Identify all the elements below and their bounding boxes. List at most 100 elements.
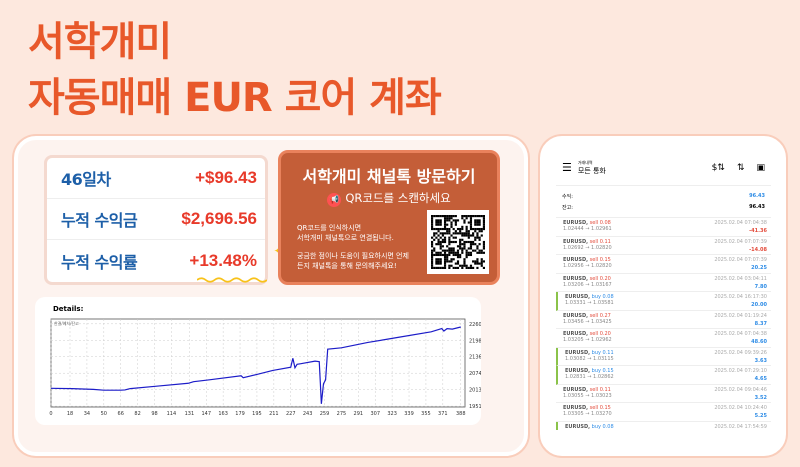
trade-symbol: EURUSD,	[565, 294, 591, 300]
x-tick-label: 0	[49, 411, 52, 417]
legend-label: 한결/예치/잔고	[54, 320, 79, 326]
menu-icon[interactable]: ☰	[562, 161, 572, 174]
sort-icon[interactable]: ⇅	[736, 162, 745, 173]
trade-profit: 48.60	[751, 339, 767, 345]
qr-heading: 서학개미 채널톡 방문하기	[302, 167, 476, 186]
trade-symbol: EURUSD,	[563, 312, 589, 319]
trade-row[interactable]: EURUSD, sell 0.15 1.02956 → 1.02820 2025…	[556, 255, 771, 274]
trade-profit: 3.52	[754, 394, 767, 401]
qr-text-2: 궁금한 점이나 도움이 필요하시면 언제 든지 채널톡을 통해 문의해주세요!	[297, 251, 409, 271]
trade-row[interactable]: EURUSD, buy 0.11 1.03082 → 1.03115 2025.…	[556, 347, 771, 366]
x-tick-label: 211	[269, 411, 279, 417]
x-tick-label: 82	[134, 411, 140, 417]
x-tick-label: 34	[84, 411, 90, 417]
trade-price: 1.02444 → 1.02961	[563, 226, 612, 232]
trade-time: 2025.02.04 01:19:24	[714, 312, 767, 319]
trade-price: 1.03082 → 1.03115	[565, 355, 614, 362]
title-line2: 자동매매 EUR 코어 계좌	[28, 75, 442, 121]
trade-row[interactable]: EURUSD, buy 0.08 1.03331 → 1.03581 2025.…	[556, 292, 771, 311]
stat-value: $2,696.56	[181, 209, 257, 228]
x-tick-label: 195	[252, 411, 262, 417]
summary: 수익: 96.43 잔고: 96.43	[556, 186, 771, 218]
text-line: 든지 채널톡을 통해 문의해주세요!	[297, 262, 397, 270]
wave-decoration	[197, 277, 267, 283]
trade-side: sell 0.11	[589, 238, 611, 245]
y-tick-label: 20130	[469, 388, 481, 394]
header-title: 모든 통화	[577, 166, 606, 175]
trade-row[interactable]: EURUSD, sell 0.20 1.03205 → 1.02962 2025…	[556, 329, 771, 348]
trade-price: 1.02692 → 1.02820	[563, 244, 612, 251]
trade-symbol: EURUSD,	[563, 238, 589, 245]
trade-profit: 8.37	[754, 320, 767, 327]
trade-price: 1.02831 → 1.02862	[565, 374, 614, 380]
trade-history-screen: ☰ 거래내역 모든 통화 $⇅ ⇅ ▣ 수익: 96.43 잔고: 96.43 EUR…	[556, 150, 771, 430]
equity-chart-card: Details: 0 18 34 50 66 82 98 114 131 147 163 179 195…	[35, 297, 481, 425]
x-tick-label: 371	[438, 411, 448, 417]
phone-header: ☰ 거래내역 모든 통화 $⇅ ⇅ ▣	[556, 150, 771, 186]
trade-row[interactable]: EURUSD, sell 0.15 1.03305 → 1.03270 2025…	[556, 403, 771, 422]
trade-side: sell 0.20	[589, 331, 611, 337]
x-tick-label: 307	[370, 411, 380, 417]
trade-side: buy 0.08	[591, 294, 614, 300]
trade-row[interactable]: EURUSD, sell 0.08 1.02444 → 1.02961 2025…	[556, 218, 771, 237]
trade-symbol: EURUSD,	[565, 423, 591, 430]
x-tick-label: 355	[421, 411, 431, 417]
trade-row[interactable]: EURUSD, sell 0.27 1.03456 → 1.03425 2025…	[556, 311, 771, 329]
x-tick-label: 98	[151, 411, 157, 417]
trade-time: 2025.02.04 03:04:11	[714, 275, 767, 282]
trade-price: 1.03205 → 1.02962	[563, 337, 612, 343]
trade-time: 2025.02.04 17:54:59	[714, 423, 767, 430]
trade-row[interactable]: EURUSD, sell 0.11 1.02692 → 1.02820 2025…	[556, 237, 771, 255]
stat-label: 누적 수익금	[61, 211, 138, 230]
stat-return: 누적 수익률 +13.48%	[47, 240, 265, 281]
trade-profit: 20.25	[751, 265, 767, 271]
calendar-icon[interactable]: ▣	[756, 162, 765, 173]
plot-frame	[50, 318, 466, 408]
text-line: QR코드를 인식하시면	[297, 224, 362, 232]
trade-symbol: EURUSD,	[563, 331, 589, 337]
trade-price: 1.03305 → 1.03270	[563, 411, 612, 417]
trade-row[interactable]: EURUSD, buy 0.08 2025.02.04 17:54:59	[556, 421, 771, 430]
currency-icon[interactable]: $⇅	[711, 162, 725, 173]
trade-symbol: EURUSD,	[565, 368, 591, 374]
channel-qr-card[interactable]: 서학개미 채널톡 방문하기 📢 QR코드를 스캔하세요 QR코드를 인식하시면 서학…	[278, 150, 500, 285]
balance-value: 96.43	[749, 204, 765, 210]
trade-symbol: EURUSD,	[563, 257, 589, 263]
trade-price: 1.03206 → 1.03167	[563, 281, 612, 288]
qr-code[interactable]	[427, 210, 489, 274]
trade-side: buy 0.15	[591, 368, 614, 374]
trade-profit: 7.80	[754, 283, 767, 290]
trade-profit: 5.25	[754, 413, 767, 419]
trade-side: sell 0.15	[589, 405, 611, 411]
trade-symbol: EURUSD,	[563, 220, 589, 226]
profit-value: 96.43	[749, 193, 765, 199]
trade-row[interactable]: EURUSD, sell 0.11 1.03055 → 1.03023 2025…	[556, 385, 771, 403]
trade-profit: 20.00	[751, 302, 767, 308]
trade-side: buy 0.11	[591, 349, 614, 356]
qr-sub-text: QR코드를 스캔하세요	[345, 191, 451, 205]
x-tick-label: 291	[354, 411, 364, 417]
equity-chart: 0 18 34 50 66 82 98 114 131 147 163 179 195 211 227 243…	[49, 318, 481, 417]
title-line1: 서학개미	[28, 19, 172, 65]
x-tick-label: 275	[337, 411, 347, 417]
trade-row[interactable]: EURUSD, buy 0.15 1.02831 → 1.02862 2025.…	[556, 366, 771, 385]
trade-side: sell 0.27	[589, 312, 611, 319]
trade-row[interactable]: EURUSD, sell 0.20 1.03206 → 1.03167 2025…	[556, 274, 771, 292]
trade-time: 2025.02.04 07:07:39	[714, 238, 767, 245]
x-tick-label: 147	[201, 411, 211, 417]
trade-side: sell 0.20	[589, 275, 611, 282]
x-tick-label: 323	[387, 411, 397, 417]
trade-side: sell 0.15	[589, 257, 611, 263]
trade-profit: 4.65	[754, 376, 767, 382]
trade-time: 2025.02.04 16:17:30	[714, 294, 767, 300]
trade-time: 2025.02.04 07:29:10	[714, 368, 767, 374]
x-tick-label: 388	[456, 411, 466, 417]
y-tick-label: 21365	[469, 355, 481, 361]
stat-profit: 누적 수익금 $2,696.56	[47, 199, 265, 240]
trade-time: 2025.02.04 09:39:26	[714, 349, 767, 356]
trade-profit: -41.36	[749, 228, 767, 234]
trade-symbol: EURUSD,	[563, 386, 589, 393]
trade-price: 1.03456 → 1.03425	[563, 318, 612, 325]
